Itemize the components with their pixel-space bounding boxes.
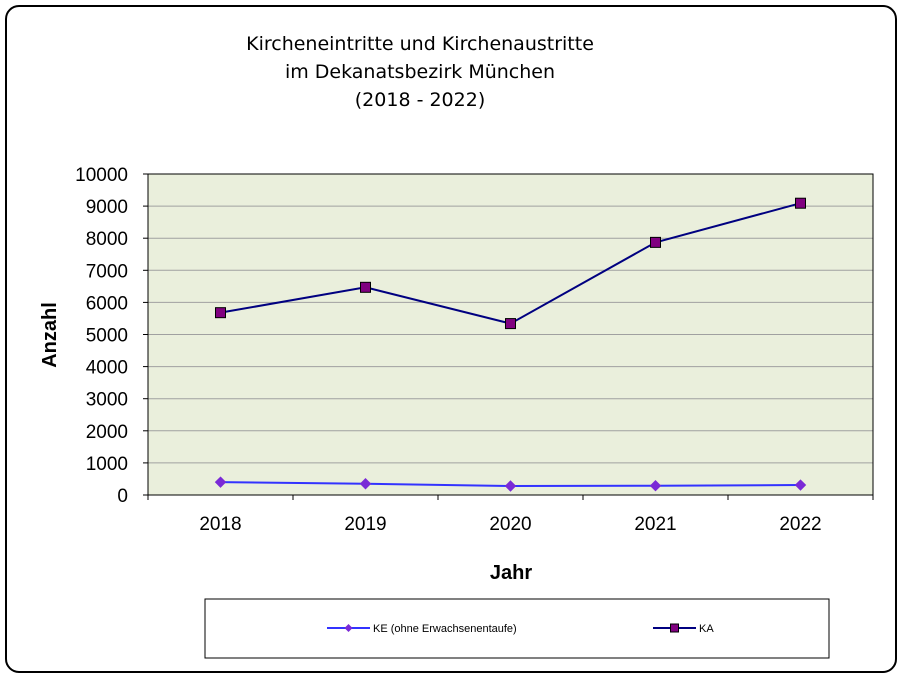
series-0-point-2019	[359, 478, 372, 490]
series-0-point-2021	[649, 479, 662, 492]
y-tick-label-0: 0	[117, 486, 128, 507]
x-axis-label: Jahr	[490, 562, 532, 584]
y-tick-label-9000: 9000	[86, 197, 128, 218]
y-tick-label-10000: 10000	[75, 165, 128, 186]
legend-label-1: KA	[699, 623, 714, 635]
gridlines	[148, 205, 873, 464]
y-tick-label-6000: 6000	[86, 293, 128, 314]
series-1-point-2018	[215, 307, 226, 319]
legend: KE (ohne Erwachsenentaufe) KA	[327, 623, 714, 635]
y-tick-label-3000: 3000	[86, 390, 128, 411]
y-tick-label-1000: 1000	[86, 454, 128, 475]
y-tick-label-7000: 7000	[86, 261, 128, 282]
series-group	[214, 197, 807, 492]
series-1-point-2019	[360, 281, 371, 293]
y-tick-label-2000: 2000	[86, 422, 128, 443]
y-axis-label: Anzahl	[39, 302, 61, 368]
x-tick-label-2022: 2022	[779, 514, 821, 535]
series-1-point-2020	[505, 318, 516, 330]
x-tick-label-2020: 2020	[489, 514, 531, 535]
series-1-point-2021	[650, 236, 661, 248]
series-1-point-2022	[795, 197, 806, 209]
chart-title: Kircheneintritte und Kirchenaustritte im…	[0, 30, 840, 114]
series-0-point-2020	[504, 480, 517, 492]
x-tick-label-2019: 2019	[344, 514, 386, 535]
legend-label-0: KE (ohne Erwachsenentaufe)	[373, 623, 517, 635]
x-tick-label-2021: 2021	[634, 514, 676, 535]
legend-marker-1	[670, 623, 679, 633]
axes: 0 1000 2000 3000 4000 5000 6000 7000 8000 9000 100…	[75, 165, 874, 535]
y-tick-label-4000: 4000	[86, 358, 128, 379]
chart-title-line-1: Kircheneintritte und Kirchenaustritte	[246, 33, 594, 55]
chart-title-line-2: im Dekanatsbezirk München	[284, 61, 556, 83]
legend-marker-0	[344, 624, 353, 632]
chart-title-line-3: (2018 - 2022)	[354, 89, 486, 111]
legend-box	[204, 598, 830, 659]
y-tick-label-8000: 8000	[86, 229, 128, 250]
y-tick-label-5000: 5000	[86, 326, 128, 347]
x-tick-label-2018: 2018	[199, 514, 241, 535]
series-0-point-2018	[214, 476, 227, 488]
series-0-point-2022	[794, 479, 807, 491]
